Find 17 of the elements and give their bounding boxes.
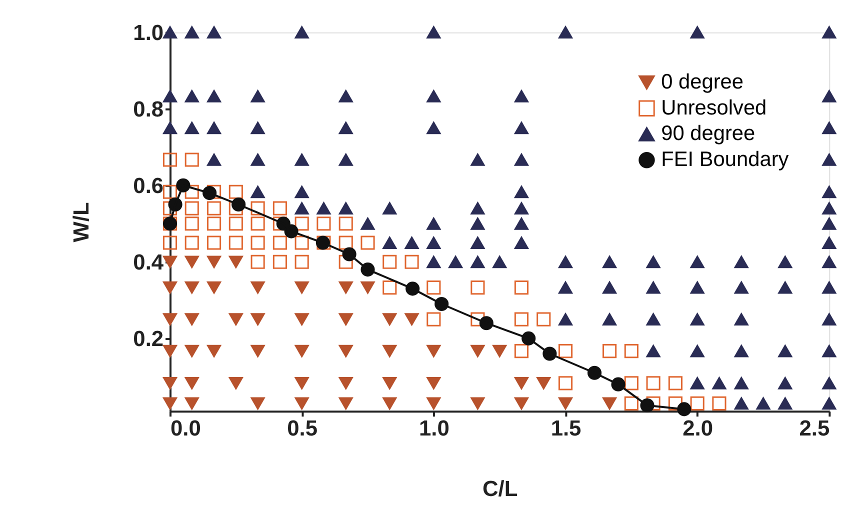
legend-label: Unresolved [661,96,767,120]
legend-label: 90 degree [661,122,756,146]
y-tick-label: 1.0 [133,20,164,45]
y-tick-label: 0.4 [133,249,164,274]
x-tick-label: 2.5 [799,415,830,440]
legend-label: 0 degree [661,70,744,94]
x-tick-label: 0.0 [170,415,201,440]
x-tick-label: 1.5 [550,415,582,440]
x-axis-title: C/L [482,476,518,502]
x-tick-label: 1.0 [418,415,450,440]
y-tick-label: 0.6 [133,172,164,198]
y-tick-label: 0.2 [133,326,164,351]
y-axis-title: W/L [68,202,94,242]
legend-label: FEI Boundary [661,148,790,172]
x-tick-label: 2.0 [682,415,714,440]
x-tick-label: 0.5 [287,415,318,440]
y-tick-label: 0.8 [133,96,164,122]
